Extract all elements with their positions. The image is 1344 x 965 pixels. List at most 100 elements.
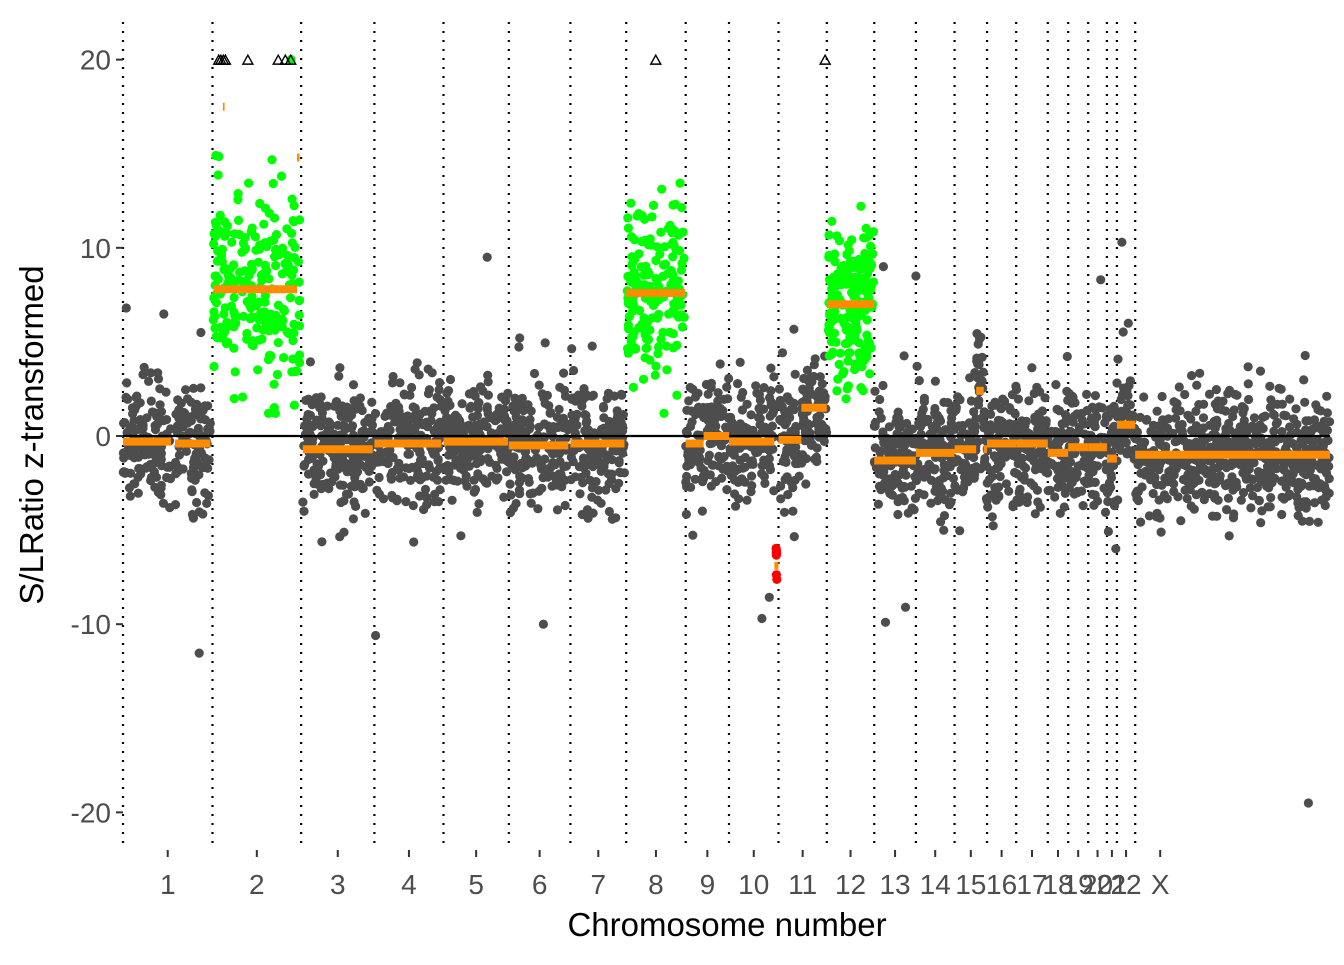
normal-point bbox=[544, 466, 554, 476]
normal-point bbox=[1169, 486, 1179, 497]
normal-point bbox=[966, 396, 977, 406]
gain-point bbox=[645, 234, 655, 244]
x-tick-label: 16 bbox=[986, 869, 1017, 900]
normal-point bbox=[611, 484, 621, 494]
gain-point bbox=[238, 311, 249, 321]
normal-point bbox=[515, 489, 525, 499]
normal-point bbox=[1017, 453, 1027, 463]
normal-point bbox=[1269, 410, 1279, 420]
normal-point bbox=[1103, 526, 1113, 537]
normal-point bbox=[719, 394, 729, 404]
gain-point bbox=[216, 251, 226, 261]
normal-point bbox=[1214, 440, 1224, 450]
normal-point bbox=[1322, 408, 1332, 418]
normal-point bbox=[150, 421, 160, 431]
normal-point bbox=[893, 509, 903, 520]
normal-point bbox=[392, 406, 402, 416]
gain-point bbox=[658, 327, 668, 338]
normal-point bbox=[574, 462, 585, 472]
gain-point bbox=[233, 215, 244, 225]
x-tick-label: 1 bbox=[160, 869, 176, 900]
normal-point bbox=[414, 370, 424, 380]
gain-point bbox=[828, 347, 838, 357]
normal-point bbox=[1001, 452, 1011, 462]
normal-point bbox=[767, 421, 778, 431]
normal-point bbox=[351, 435, 361, 445]
normal-point bbox=[974, 395, 984, 406]
normal-point bbox=[161, 387, 171, 397]
gain-point bbox=[264, 326, 274, 336]
normal-point bbox=[983, 502, 993, 512]
normal-point bbox=[1266, 493, 1276, 503]
gain-point bbox=[844, 271, 854, 281]
normal-point bbox=[1266, 436, 1276, 446]
normal-point bbox=[794, 471, 804, 481]
gain-point bbox=[238, 392, 248, 402]
normal-point bbox=[474, 398, 484, 408]
gain-point bbox=[645, 325, 655, 335]
normal-point bbox=[1238, 488, 1249, 498]
gain-point bbox=[230, 367, 240, 377]
normal-point bbox=[338, 420, 348, 430]
gain-point bbox=[839, 314, 850, 324]
normal-point bbox=[606, 429, 616, 439]
normal-point bbox=[681, 509, 692, 519]
normal-point bbox=[737, 474, 747, 484]
normal-point bbox=[329, 453, 339, 463]
normal-point bbox=[1291, 404, 1301, 414]
normal-point bbox=[783, 490, 793, 500]
normal-point bbox=[687, 406, 697, 416]
y-axis-title: S/LRatio z-transformed bbox=[13, 265, 50, 604]
normal-point bbox=[601, 485, 611, 495]
normal-point bbox=[177, 420, 187, 430]
gain-point bbox=[623, 324, 634, 334]
gain-point bbox=[651, 255, 661, 266]
normal-point bbox=[779, 507, 790, 517]
normal-point bbox=[598, 461, 608, 471]
normal-point bbox=[987, 471, 997, 482]
normal-point bbox=[445, 374, 456, 385]
gain-point bbox=[294, 310, 304, 320]
gain-point bbox=[272, 369, 282, 380]
normal-point bbox=[881, 437, 891, 447]
normal-point bbox=[431, 423, 442, 434]
normal-point bbox=[1148, 488, 1158, 499]
normal-point bbox=[939, 466, 949, 476]
gain-point bbox=[852, 306, 862, 316]
normal-point bbox=[768, 406, 779, 417]
normal-point bbox=[302, 414, 312, 424]
normal-point bbox=[916, 429, 926, 439]
normal-point bbox=[755, 405, 765, 415]
normal-point bbox=[734, 494, 744, 504]
normal-point bbox=[1304, 481, 1314, 491]
gain-point bbox=[826, 308, 836, 318]
normal-point bbox=[298, 497, 308, 507]
normal-point bbox=[534, 422, 544, 432]
normal-point bbox=[1005, 425, 1015, 435]
normal-point bbox=[409, 411, 420, 421]
gain-point bbox=[856, 383, 866, 393]
normal-point bbox=[187, 485, 197, 495]
gain-point bbox=[623, 223, 634, 233]
normal-point bbox=[961, 460, 971, 470]
normal-point bbox=[740, 452, 750, 463]
normal-point bbox=[705, 470, 715, 480]
normal-point bbox=[747, 456, 757, 466]
normal-point bbox=[312, 459, 322, 469]
normal-point bbox=[1029, 481, 1039, 491]
normal-point bbox=[415, 491, 425, 501]
gain-point bbox=[289, 328, 299, 338]
normal-point bbox=[317, 537, 327, 547]
gain-point bbox=[289, 253, 299, 263]
normal-point bbox=[483, 377, 493, 387]
normal-point bbox=[1277, 509, 1287, 520]
gain-point bbox=[244, 178, 254, 188]
normal-point bbox=[1015, 484, 1025, 494]
normal-point bbox=[1321, 468, 1332, 478]
x-tick-label: 11 bbox=[788, 869, 817, 900]
normal-point bbox=[432, 475, 443, 485]
normal-point bbox=[1030, 416, 1040, 426]
outlier-markers bbox=[212, 53, 832, 65]
gain-point bbox=[855, 272, 865, 282]
